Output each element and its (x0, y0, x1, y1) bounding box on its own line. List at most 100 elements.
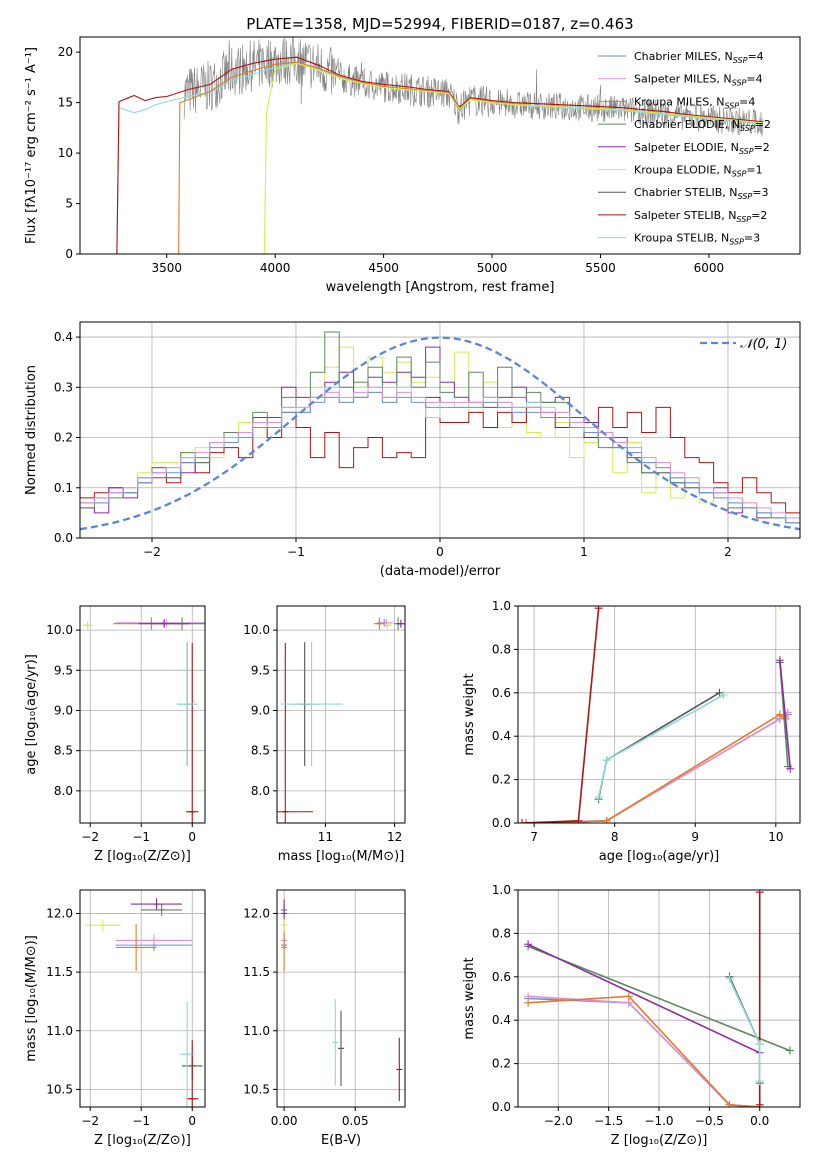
y-tick-label: 20 (58, 45, 73, 59)
legend-entry-text: Kroupa ELODIE, N (634, 164, 732, 177)
x-tick-label: 0 (436, 545, 444, 559)
y-tick-label: 9.0 (251, 703, 270, 717)
x-axis-label: mass [log₁₀(M/M⊙)] (278, 849, 405, 864)
legend-entry: Kroupa MILES, NSSP=4 (634, 95, 755, 110)
y-tick-label: 1.0 (492, 883, 511, 897)
legend-entry-value: =3 (752, 186, 768, 199)
weight-line (597, 692, 720, 800)
age-vs-z-axes (80, 606, 205, 823)
x-axis-label: age [log₁₀(age/yr)] (599, 849, 720, 864)
y-axis-label: age [log₁₀(age/yr)] (24, 654, 39, 775)
y-tick-label: 10.5 (243, 1082, 270, 1096)
weight-marker (624, 992, 633, 1001)
x-tick-label: 10 (768, 830, 783, 844)
y-tick-label: 10 (58, 146, 73, 160)
x-tick-label: −2 (143, 545, 161, 559)
legend-entry: Chabrier STELIB, NSSP=3 (634, 186, 768, 201)
weight-marker (725, 974, 734, 983)
y-tick-label: 9.5 (54, 663, 73, 677)
x-tick-label: −1.5 (594, 1114, 623, 1128)
legend-entry-text: Chabrier STELIB, N (634, 186, 738, 199)
legend-entry-value: =1 (746, 164, 762, 177)
y-axis-label: Flux [fλ10⁻¹⁷ erg cm⁻² s⁻¹ A⁻¹] (24, 47, 39, 244)
legend-entry-text: Chabrier MILES, N (634, 50, 733, 63)
y-tick-label: 8.5 (54, 744, 73, 758)
weight-marker (755, 1040, 764, 1049)
legend-entry: Salpeter STELIB, NSSP=2 (634, 209, 767, 224)
weight-vs-age-frame: 7 8 9 10 0.0 0.2 0.4 0.6 0.8 1.0 age [log₁₀(age/yr… (462, 599, 801, 864)
weight-marker (602, 756, 611, 765)
weight-marker (602, 816, 611, 823)
y-tick-label: 0.2 (492, 1057, 511, 1071)
x-tick-label: 7 (530, 830, 538, 844)
weight-line (528, 997, 760, 1107)
legend-entry-text: Chabrier ELODIE, N (634, 118, 740, 131)
y-tick-label: 15 (58, 96, 73, 110)
x-tick-label: 3500 (151, 261, 182, 275)
axes-frame (79, 36, 801, 255)
legend-entry-subscript: SSP (732, 79, 747, 88)
y-tick-label: 5 (65, 197, 73, 211)
x-tick-label: 4000 (260, 261, 291, 275)
weight-marker (755, 1100, 764, 1107)
legend-entry-subscript: SSP (729, 238, 744, 247)
y-tick-label: 0.2 (54, 431, 73, 445)
y-tick-label: 10.0 (46, 623, 73, 637)
y-tick-label: 0.0 (492, 1100, 511, 1114)
histogram-step-line (80, 396, 800, 514)
weight-line (728, 978, 761, 1081)
y-tick-label: 0.4 (492, 1013, 511, 1027)
y-axis-label: mass [log₁₀(M/M⊙)] (24, 935, 39, 1062)
y-tick-label: 11.5 (243, 965, 270, 979)
x-tick-label: 1 (580, 545, 588, 559)
x-axis-label: Z [log₁₀(Z/Z⊙)] (94, 1133, 191, 1148)
y-tick-label: 11.0 (243, 1024, 270, 1038)
x-axis-label: E(B-V) (321, 1133, 361, 1148)
y-tick-label: 10.5 (46, 1082, 73, 1096)
weight-marker (518, 819, 527, 823)
x-tick-label: 0.0 (750, 1114, 769, 1128)
legend-entry: Salpeter MILES, NSSP=4 (634, 73, 763, 88)
y-tick-label: 0.0 (492, 816, 511, 830)
weight-vs-z-plot (524, 890, 794, 1107)
x-tick-label: 4500 (368, 261, 399, 275)
weight-line (527, 945, 791, 1052)
legend-entry-subscript: SSP (732, 170, 747, 179)
y-tick-label: 11.5 (46, 965, 73, 979)
axes-frame (276, 605, 406, 824)
axes-frame (79, 605, 206, 824)
weight-line (728, 976, 761, 1084)
weight-line (779, 660, 792, 769)
legend-entry-value: =2 (754, 141, 770, 154)
mass-vs-z-axes (80, 890, 205, 1107)
x-tick-label: 0 (188, 1114, 196, 1128)
x-tick-label: 0 (188, 830, 196, 844)
x-axis-label: (data-model)/error (380, 564, 501, 579)
weight-marker (574, 816, 583, 823)
y-tick-label: 0.6 (492, 970, 511, 984)
weight-marker (524, 998, 533, 1007)
age-vs-mass-axes (277, 606, 405, 823)
y-tick-label: 9.0 (54, 703, 73, 717)
x-tick-label: 6000 (694, 261, 725, 275)
legend-entry-value: =4 (746, 73, 762, 86)
weight-vs-age-plot (518, 606, 795, 823)
y-tick-label: 0 (65, 247, 73, 261)
x-tick-label: −2 (81, 830, 99, 844)
y-tick-label: 12.0 (46, 906, 73, 920)
y-tick-label: 9.5 (251, 663, 270, 677)
weight-marker (755, 1076, 764, 1085)
age-vs-z-frame: −2 −1 0 8.0 8.5 9.0 9.5 10.0 Z [log₁₀(Z/Z⊙)] age … (24, 605, 206, 864)
y-axis-label: Normed distribution (24, 365, 39, 495)
x-tick-label: −1 (132, 830, 150, 844)
age-vs-mass-plot (277, 617, 405, 823)
legend-entry-subscript: SSP (724, 101, 739, 110)
y-tick-label: 0.4 (54, 330, 73, 344)
legend-entry-subscript: SSP (739, 147, 754, 156)
model-spectrum-line (116, 56, 764, 254)
legend-entry-value: =4 (739, 95, 755, 108)
x-tick-label: 12 (387, 830, 402, 844)
y-tick-label: 1.0 (492, 599, 511, 613)
legend-entry-subscript: SSP (740, 124, 755, 133)
model-spectrum-line (263, 62, 764, 254)
